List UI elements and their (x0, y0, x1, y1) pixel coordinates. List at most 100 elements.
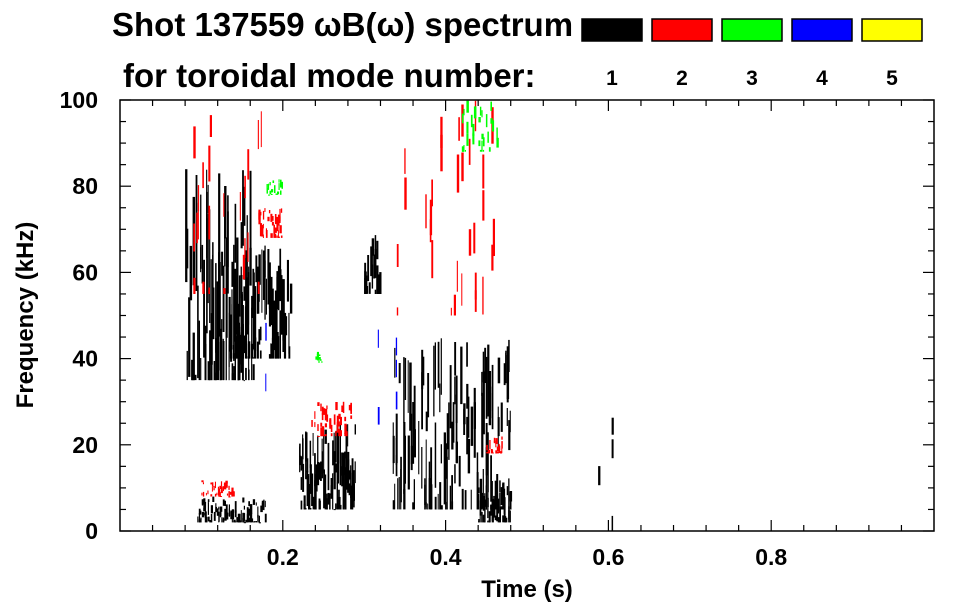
spectral-streak (492, 218, 495, 256)
spectral-streak (249, 504, 253, 515)
spectral-streak (497, 406, 499, 449)
spectral-streak (233, 521, 235, 523)
spectral-streak (344, 451, 346, 508)
spectral-streak (193, 126, 196, 159)
spectral-streak (283, 312, 287, 359)
spectral-streak (481, 133, 484, 140)
spectral-streak (365, 286, 369, 294)
spectral-streak (261, 224, 264, 237)
spectral-streak (482, 154, 485, 189)
spectral-streak (344, 423, 347, 434)
spectral-streak (339, 504, 342, 510)
spectral-streak (247, 149, 250, 180)
y-tick-label: 60 (72, 259, 98, 285)
spectral-streak (472, 133, 475, 145)
spectral-streak (503, 488, 506, 514)
spectral-streak (501, 436, 503, 440)
spectral-streak (252, 521, 255, 523)
spectral-streak (197, 185, 200, 212)
spectral-streak (490, 101, 492, 111)
spectral-streak (492, 452, 494, 454)
spectral-streak (223, 193, 225, 217)
spectral-streak (231, 261, 234, 287)
spectral-streak (276, 216, 279, 232)
spectral-streak (478, 494, 480, 510)
spectral-streak (269, 190, 272, 195)
spectral-streak (497, 498, 500, 514)
spectral-streak (198, 513, 201, 523)
spectral-streak (488, 519, 491, 523)
spectral-streak (377, 407, 380, 425)
spectral-streak (246, 513, 250, 522)
spectral-streak (481, 140, 483, 152)
spectral-streak (400, 469, 402, 510)
spectral-streak (248, 501, 250, 507)
spectral-streak (220, 487, 223, 492)
spectral-streak (222, 265, 225, 332)
spectral-streak (257, 514, 259, 523)
spectral-streak (478, 140, 481, 147)
spectral-streak (482, 496, 485, 511)
mode-2-feature-11 (396, 100, 495, 316)
spectral-streak (188, 297, 191, 377)
spectral-streak (491, 120, 495, 132)
spectral-streak (228, 312, 230, 367)
spectral-streak (449, 365, 452, 429)
spectral-streak (445, 443, 448, 479)
spectral-streak (210, 494, 213, 497)
spectral-streak (243, 522, 247, 524)
spectral-streak (440, 116, 443, 148)
spectral-streak (280, 208, 283, 213)
spectral-streak (266, 188, 268, 194)
spectral-streak (228, 508, 230, 513)
spectral-streak (394, 347, 396, 378)
spectral-streak (202, 162, 204, 189)
spectral-streak (506, 408, 508, 426)
spectral-streak (453, 294, 456, 316)
spectral-streak (254, 521, 256, 523)
spectral-streak (431, 240, 434, 279)
mode-3-feature-16 (315, 351, 323, 363)
spectral-streak (236, 517, 239, 523)
spectral-streak (407, 435, 410, 490)
spectral-streak (198, 508, 201, 515)
spectral-streak (245, 367, 247, 381)
spectral-streak (277, 214, 280, 226)
spectral-streak (427, 373, 430, 418)
spectral-streak (299, 443, 301, 457)
spectral-streak (221, 251, 224, 276)
spectral-streak (278, 179, 280, 183)
spectral-streak (367, 255, 370, 282)
spectral-streak (335, 503, 337, 510)
spectral-streak (200, 194, 202, 269)
spectral-streak (192, 332, 195, 381)
spectral-streak (370, 246, 373, 277)
spectral-streak (312, 433, 314, 456)
spectral-streak (210, 505, 213, 514)
spectral-streak (288, 346, 291, 359)
spectral-streak (324, 408, 328, 421)
mode-1-feature-5 (392, 338, 512, 510)
spectral-streak (244, 238, 246, 259)
spectral-streak (333, 414, 336, 425)
spectral-streak (479, 106, 482, 116)
spectral-streak (229, 314, 233, 329)
spectral-streak (496, 474, 499, 510)
spectral-streak (335, 430, 337, 437)
spectral-streak (395, 391, 398, 410)
spectral-streak (268, 183, 270, 190)
spectral-streak (338, 489, 340, 510)
spectral-streak (218, 292, 220, 371)
spectral-streak (470, 406, 474, 446)
spectral-streak (306, 475, 309, 507)
spectral-streak (485, 447, 488, 499)
spectral-streak (443, 432, 446, 505)
spectral-streak (255, 255, 258, 283)
spectral-streak (485, 114, 488, 128)
spectral-streak (246, 277, 249, 335)
spectral-streak (321, 412, 324, 421)
spectral-streak (445, 465, 447, 510)
spectral-streak (491, 499, 494, 522)
spectral-streak (271, 337, 275, 359)
spectral-streak (225, 482, 228, 487)
